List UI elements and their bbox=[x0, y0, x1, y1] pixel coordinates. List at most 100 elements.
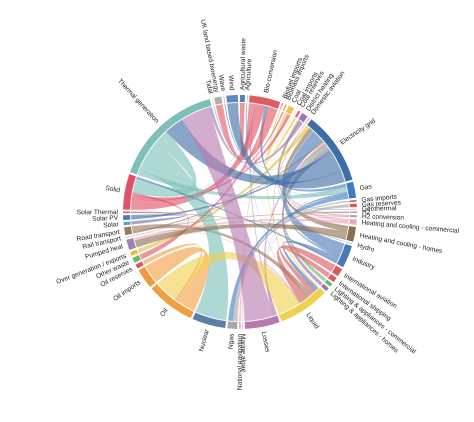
node-label: Solid bbox=[105, 185, 121, 195]
node-label: Industry bbox=[351, 256, 376, 272]
ribbon bbox=[265, 110, 320, 289]
node-arc bbox=[328, 273, 337, 283]
ribbon bbox=[181, 107, 274, 322]
arcs bbox=[122, 95, 358, 330]
ribbon bbox=[213, 105, 342, 183]
node-arc bbox=[298, 112, 308, 123]
node-arc bbox=[223, 96, 226, 104]
node-arc bbox=[125, 235, 133, 238]
node-arc bbox=[130, 99, 212, 175]
node-label: Geothermal bbox=[362, 205, 397, 213]
node-label: Solar Thermal bbox=[77, 209, 119, 216]
node-label: Solar bbox=[103, 221, 120, 230]
node-arc bbox=[349, 203, 357, 208]
node-arc bbox=[214, 96, 223, 105]
node-arc bbox=[135, 261, 144, 269]
node-arc bbox=[132, 255, 141, 263]
node-label: Thermal generation bbox=[116, 78, 160, 125]
node-arc bbox=[345, 241, 353, 245]
node-arc bbox=[324, 279, 333, 287]
node-arc bbox=[138, 266, 156, 288]
node-label: Hydro bbox=[356, 242, 375, 254]
node-arc bbox=[307, 119, 353, 182]
ribbon bbox=[139, 106, 272, 258]
node-arc bbox=[244, 315, 280, 329]
node-arc bbox=[227, 321, 238, 329]
node-arc bbox=[246, 95, 248, 103]
node-label: Marine algae bbox=[239, 334, 247, 373]
node-arc bbox=[123, 174, 136, 210]
node-arc bbox=[226, 95, 239, 103]
node-label: Wind bbox=[227, 75, 235, 91]
ribbon bbox=[139, 142, 229, 321]
node-label: Solar PV bbox=[92, 215, 119, 223]
node-label: Wave bbox=[217, 74, 226, 92]
node-arc bbox=[239, 322, 241, 330]
node-label: Agriculture bbox=[244, 58, 253, 90]
ribbon bbox=[132, 212, 350, 233]
node-arc bbox=[285, 105, 295, 115]
node-arc bbox=[123, 221, 131, 226]
node-label: Oil imports bbox=[112, 279, 142, 303]
ribbon bbox=[289, 150, 350, 210]
node-arc bbox=[130, 249, 139, 256]
node-arc bbox=[151, 284, 194, 319]
ribbon bbox=[272, 123, 308, 299]
node-arc bbox=[240, 95, 246, 103]
node-label: Gas imports bbox=[361, 193, 398, 203]
node-label: Electricity grid bbox=[339, 117, 377, 146]
node-arc bbox=[292, 109, 297, 116]
ribbon bbox=[208, 106, 304, 164]
node-label: Ngas bbox=[228, 333, 236, 350]
node-arc bbox=[349, 215, 357, 218]
node-arc bbox=[282, 104, 287, 112]
node-label: Tidal bbox=[204, 79, 214, 95]
node-arc bbox=[349, 219, 357, 225]
node-arc bbox=[349, 209, 357, 210]
node-label: H2 conversion bbox=[362, 213, 405, 222]
ribbon bbox=[227, 194, 349, 321]
node-arc bbox=[321, 283, 329, 292]
node-arc bbox=[294, 110, 301, 118]
node-arc bbox=[346, 226, 357, 242]
node-label: Oil bbox=[159, 307, 170, 318]
node-label: Bio-conversion bbox=[263, 49, 279, 93]
node-arc bbox=[331, 265, 343, 277]
node-arc bbox=[242, 321, 243, 329]
node-arc bbox=[123, 215, 131, 221]
node-arc bbox=[305, 117, 310, 124]
ribbons bbox=[130, 102, 350, 322]
node-arc bbox=[350, 211, 358, 214]
node-arc bbox=[124, 226, 133, 236]
ribbon bbox=[131, 113, 291, 200]
node-label: National navigation bbox=[237, 334, 244, 390]
node-label: Agricultural waste bbox=[239, 38, 247, 91]
ribbon bbox=[142, 243, 203, 302]
ribbon bbox=[227, 102, 345, 189]
ribbon bbox=[215, 104, 278, 160]
ribbon bbox=[264, 112, 293, 164]
ribbon bbox=[131, 111, 284, 201]
node-arc bbox=[126, 238, 136, 250]
node-arc bbox=[122, 211, 131, 214]
node-arc bbox=[249, 95, 281, 109]
node-arc bbox=[279, 287, 325, 322]
ribbon bbox=[134, 223, 348, 248]
node-label: Losses bbox=[260, 331, 271, 354]
node-arc bbox=[346, 181, 357, 199]
ribbon bbox=[130, 214, 186, 224]
node-arc bbox=[349, 199, 357, 203]
node-arc bbox=[211, 98, 214, 106]
node-label: Liquid bbox=[304, 312, 320, 331]
node-arc bbox=[192, 312, 227, 329]
node-label: Nuclear bbox=[198, 328, 211, 353]
node-arc bbox=[279, 102, 284, 110]
node-label: Gas bbox=[359, 183, 373, 192]
ribbon bbox=[235, 200, 349, 322]
node-arc bbox=[336, 244, 352, 268]
ribbon bbox=[291, 192, 348, 259]
ribbon bbox=[137, 125, 310, 254]
node-label: Heating and cooling - commercial bbox=[361, 219, 460, 235]
